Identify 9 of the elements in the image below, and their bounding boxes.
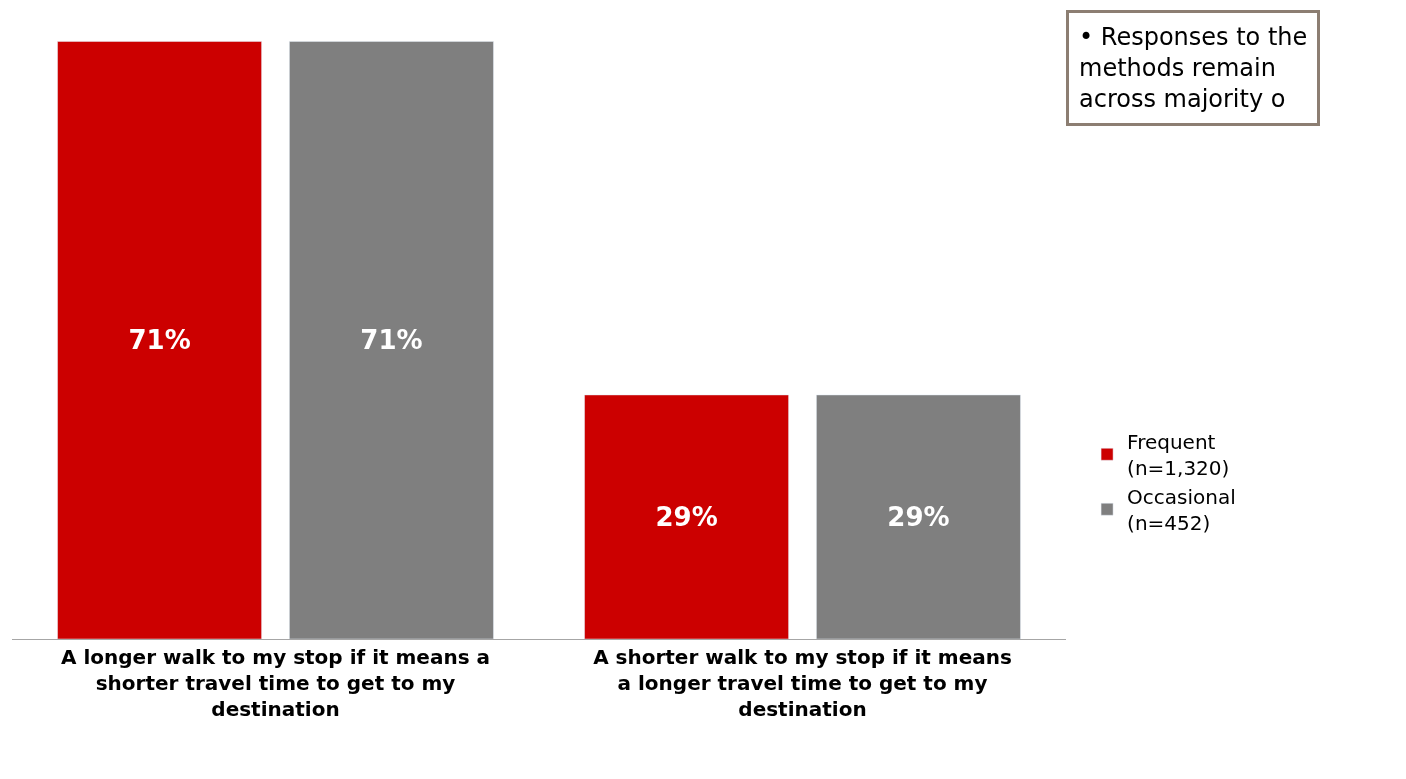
data-label: 71% [360,325,423,356]
legend-label: Frequent (n=1,320) [1127,430,1230,481]
text: • Responses to the methods remain across majority o [1079,23,1308,114]
data-label: 29% [887,501,950,532]
data-label: 71% [128,325,191,356]
data-label: 29% [655,501,718,532]
x-tick-label: A shorter walk to my stop if it means a longer travel time to get to my destination [593,645,1012,721]
legend-label: Occasional (n=452) [1127,485,1236,536]
x-tick-label: A longer walk to my stop if it means a shorter travel time to get to my destination [60,645,491,721]
